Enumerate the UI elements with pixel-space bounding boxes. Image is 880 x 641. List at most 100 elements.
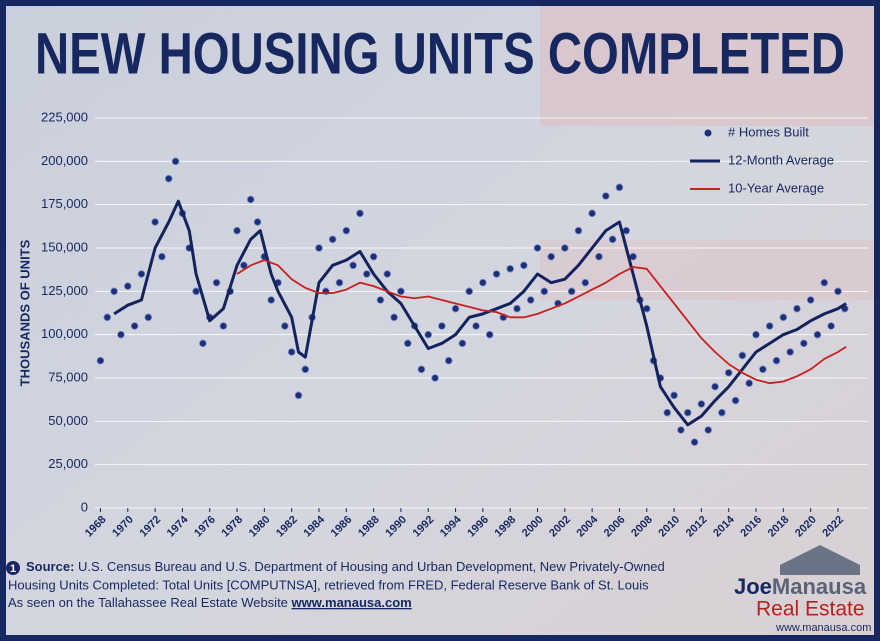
data-point xyxy=(362,270,371,278)
data-point xyxy=(110,287,118,296)
y-tick-label: 225,000 xyxy=(41,109,88,124)
data-point xyxy=(356,209,364,218)
data-point xyxy=(779,313,788,322)
data-point xyxy=(390,313,398,322)
data-point xyxy=(96,356,105,365)
data-point xyxy=(724,368,733,377)
y-tick-label: 125,000 xyxy=(41,283,88,298)
y-tick-label: 200,000 xyxy=(41,153,88,168)
data-point xyxy=(540,287,549,296)
data-point xyxy=(513,304,521,313)
data-point xyxy=(574,226,583,235)
data-point xyxy=(561,244,569,252)
data-point xyxy=(199,339,207,348)
source-line: Housing Units Completed: Total Units [CO… xyxy=(8,577,649,592)
legend-swatch xyxy=(704,129,712,137)
logo-tagline: Real Estate xyxy=(756,598,865,621)
data-point xyxy=(526,296,535,304)
y-tick-label: 75,000 xyxy=(48,369,88,384)
legend-label: # Homes Built xyxy=(728,124,809,139)
data-point xyxy=(731,396,740,405)
data-point xyxy=(834,287,842,296)
data-point xyxy=(772,356,781,365)
data-point xyxy=(397,287,405,296)
data-point xyxy=(506,264,514,273)
y-tick-label: 175,000 xyxy=(41,196,88,211)
data-point xyxy=(151,218,159,226)
data-point xyxy=(246,195,255,204)
flag-stripe xyxy=(540,240,874,300)
source-line: As seen on the Tallahassee Real Estate W… xyxy=(8,595,412,610)
data-point xyxy=(144,313,153,322)
data-point xyxy=(793,304,801,313)
logo: JoeManausa Real Estate www.manausa.com xyxy=(734,545,871,634)
data-point xyxy=(595,252,603,261)
note-badge xyxy=(6,561,20,575)
data-point xyxy=(806,296,815,304)
data-point xyxy=(485,330,494,339)
logo-last: Manausa xyxy=(772,574,867,599)
data-point xyxy=(123,282,132,290)
data-point xyxy=(520,261,528,270)
logo-name: JoeManausa xyxy=(734,574,867,599)
data-point xyxy=(472,322,480,330)
data-point xyxy=(342,226,351,235)
chart-title: NEW HOUSING UNITS COMPLETED xyxy=(35,21,845,86)
y-tick-label: 25,000 xyxy=(48,456,88,471)
data-point xyxy=(369,252,378,261)
note-number: 1 xyxy=(10,563,16,575)
data-point xyxy=(212,278,221,287)
line xyxy=(236,259,847,385)
data-point xyxy=(458,339,467,348)
data-point xyxy=(465,287,474,296)
y-tick-label: 100,000 xyxy=(41,326,88,341)
data-point xyxy=(171,157,180,166)
data-point xyxy=(417,365,426,374)
data-point xyxy=(130,322,139,330)
source-text: U.S. Census Bureau and U.S. Department o… xyxy=(78,559,665,574)
data-point xyxy=(663,408,672,417)
data-point xyxy=(431,374,439,382)
data-point xyxy=(383,270,392,278)
data-point xyxy=(451,304,460,313)
data-point xyxy=(349,261,357,270)
data-point xyxy=(103,313,112,322)
data-point xyxy=(601,192,610,200)
data-point xyxy=(287,348,296,356)
source-label: Source: xyxy=(26,559,74,574)
data-point xyxy=(827,322,835,330)
data-point xyxy=(615,183,624,192)
data-point xyxy=(752,330,760,339)
data-point xyxy=(567,287,576,296)
source-text: As seen on the Tallahassee Real Estate W… xyxy=(8,595,288,610)
source: 1 Source: U.S. Census Bureau and U.S. De… xyxy=(6,559,665,610)
data-point xyxy=(479,278,487,287)
data-point xyxy=(117,330,125,339)
data-point xyxy=(253,218,262,226)
data-point xyxy=(745,379,753,388)
data-point xyxy=(677,426,685,434)
data-point xyxy=(164,174,173,183)
data-point xyxy=(547,252,555,261)
data-point xyxy=(233,226,241,235)
data-point xyxy=(444,356,453,365)
data-point xyxy=(294,391,303,400)
y-tick-label: 150,000 xyxy=(41,239,88,254)
data-point xyxy=(219,322,228,330)
data-point xyxy=(403,339,412,348)
logo-house xyxy=(780,545,860,575)
data-point xyxy=(335,278,344,287)
data-point xyxy=(690,438,699,446)
legend-label: 12-Month Average xyxy=(728,152,834,167)
data-point xyxy=(581,278,590,287)
data-point xyxy=(718,408,726,417)
data-point xyxy=(820,278,829,287)
data-point xyxy=(533,244,542,252)
logo-first: Joe xyxy=(734,574,772,599)
data-point xyxy=(315,244,323,252)
data-point xyxy=(281,322,289,330)
legend-label: 10-Year Average xyxy=(728,180,824,195)
source-line: Source: U.S. Census Bureau and U.S. Depa… xyxy=(26,559,665,574)
data-point xyxy=(301,365,310,374)
